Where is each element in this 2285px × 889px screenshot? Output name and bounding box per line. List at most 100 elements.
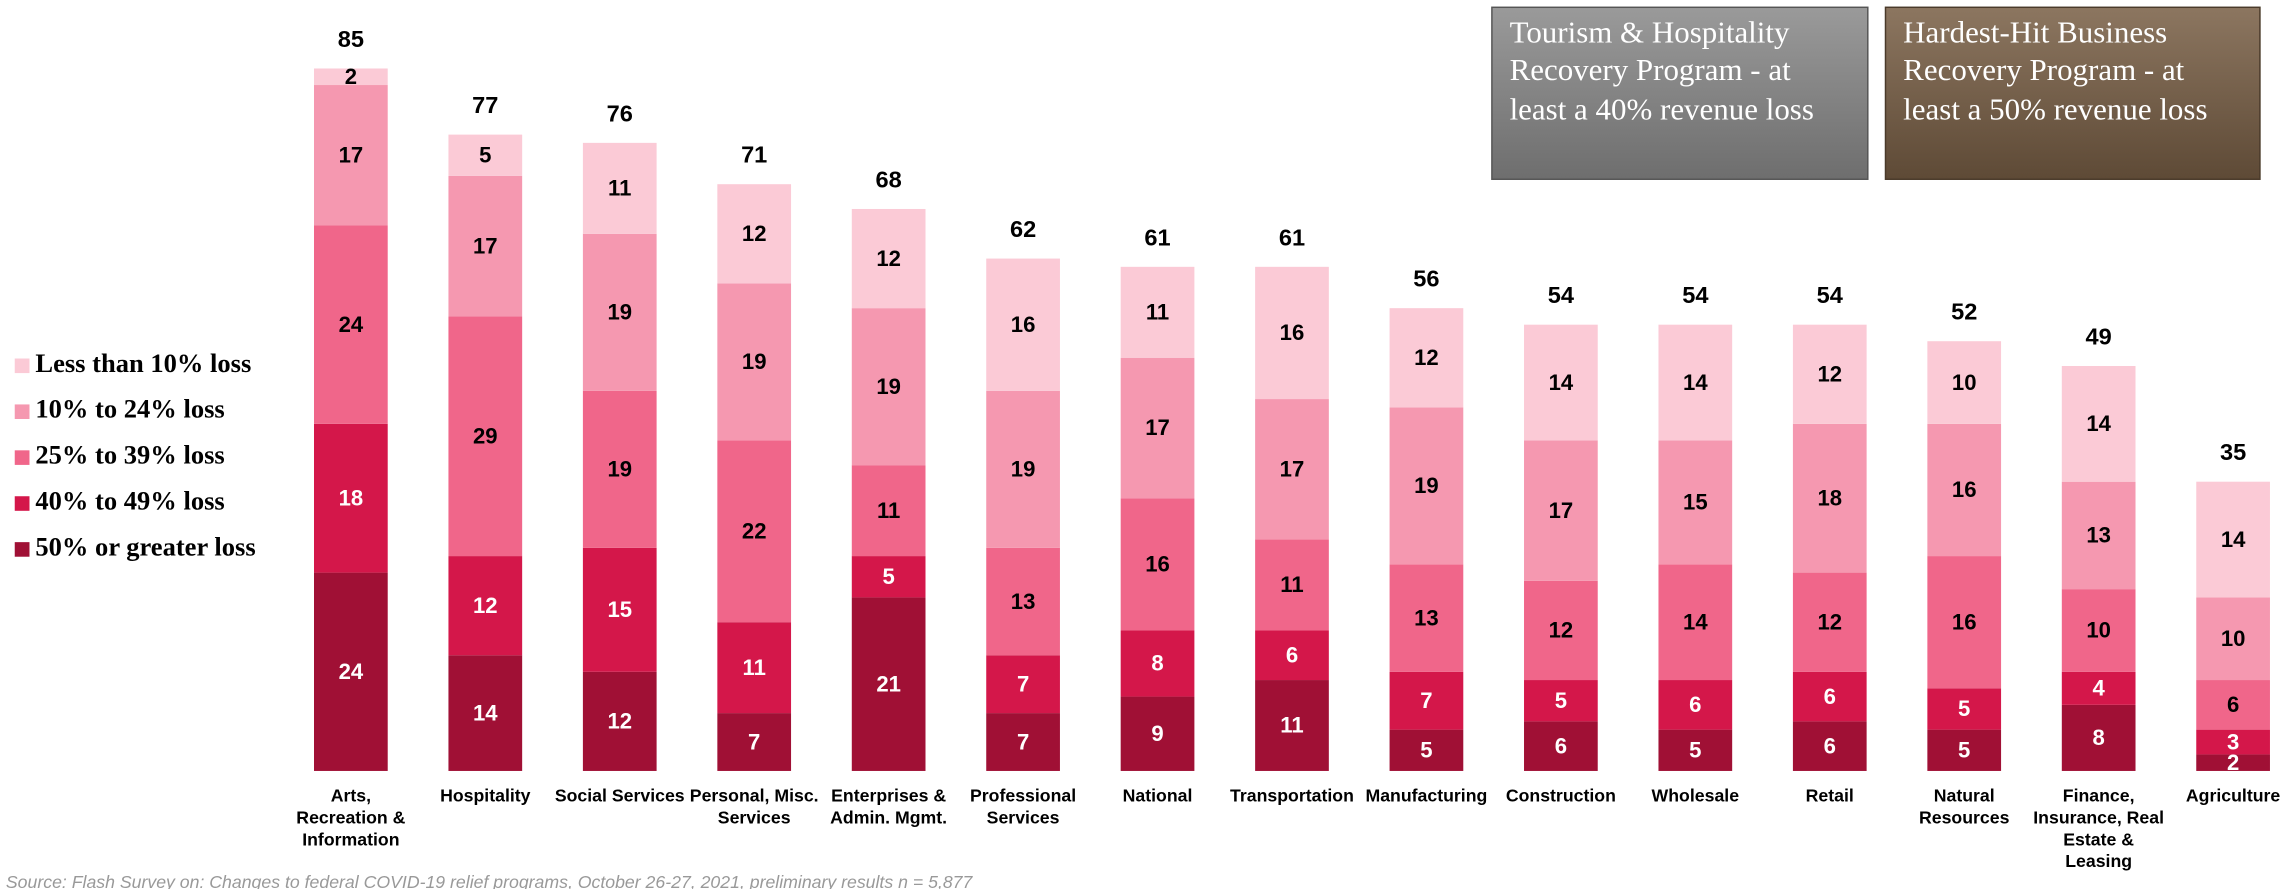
total-label: 61 xyxy=(1279,224,1305,250)
data-label: 5 xyxy=(882,564,894,589)
x-tick-label: Wholesale xyxy=(1651,785,1740,806)
source: Source: Flash Survey on: Changes to fede… xyxy=(6,872,974,889)
bar-segment xyxy=(851,208,926,309)
data-label: 14 xyxy=(2221,527,2246,552)
bar-segment xyxy=(1524,440,1598,581)
bar-segment xyxy=(582,390,657,548)
data-label: 12 xyxy=(1817,610,1842,635)
category-text: National xyxy=(1122,785,1193,806)
bar-segment xyxy=(2196,680,2270,730)
bar-segment xyxy=(1792,423,1867,573)
data-label: 22 xyxy=(742,519,767,544)
data-label: 13 xyxy=(2086,523,2111,548)
bar-segment xyxy=(1255,539,1329,631)
bar-segment xyxy=(582,547,657,672)
data-label: 19 xyxy=(1011,457,1036,482)
data-label: 10 xyxy=(2086,618,2111,643)
bar-segment xyxy=(986,713,1060,771)
total-label: 54 xyxy=(1682,282,1708,308)
bar-segment xyxy=(851,556,926,598)
data-label: 7 xyxy=(748,729,760,754)
category-text: Wholesale xyxy=(1651,785,1740,806)
x-tick-label: Manufacturing xyxy=(1365,785,1488,806)
x-tick-label: Professional Services xyxy=(970,786,1076,828)
bar-segment xyxy=(582,233,657,391)
bar-segment xyxy=(314,572,388,771)
legend-label: 10% to 24% loss xyxy=(35,394,224,424)
total-label: 76 xyxy=(607,100,633,126)
data-label: 13 xyxy=(1414,605,1439,630)
data-label: 6 xyxy=(1824,684,1836,709)
bar-segment xyxy=(717,713,792,771)
bar-segment xyxy=(1792,324,1867,424)
bar-segment xyxy=(1927,341,2002,424)
legend-label: 50% or greater loss xyxy=(35,532,255,562)
bar-segment xyxy=(1658,440,1733,565)
data-label: 11 xyxy=(1280,713,1303,738)
bar-segment xyxy=(1389,564,1464,672)
data-label: 6 xyxy=(2227,692,2239,717)
data-label: 10 xyxy=(1952,370,1977,395)
category-text: Personal, Misc. Services xyxy=(689,785,819,828)
x-tick-label: Enterprises & Admin. Mgmt. xyxy=(830,786,947,828)
data-label: 12 xyxy=(607,709,632,734)
bar-segment xyxy=(2061,366,2136,482)
bar-segment xyxy=(717,283,792,441)
bar-segment xyxy=(314,423,388,573)
data-label: 5 xyxy=(479,143,491,168)
bar-segment xyxy=(1120,696,1195,771)
legend-swatch xyxy=(14,542,30,557)
category-text: Construction xyxy=(1505,785,1616,806)
bar-segment xyxy=(2061,671,2136,705)
bar-segment xyxy=(448,316,523,557)
data-label: 5 xyxy=(1420,738,1432,763)
data-label: 6 xyxy=(1689,692,1701,717)
x-tick-label: Arts, Recreation & Information xyxy=(296,785,406,850)
category-text: Natural Resources xyxy=(1918,785,2010,828)
x-tick-label: Social Services xyxy=(555,786,685,806)
data-label: 19 xyxy=(607,457,632,482)
bar-segment xyxy=(986,547,1060,656)
bar-segment xyxy=(2196,729,2270,755)
category-text: Manufacturing xyxy=(1365,785,1488,806)
data-label: 7 xyxy=(1017,672,1029,697)
data-label: 14 xyxy=(1683,370,1708,395)
annotation-box xyxy=(1491,6,1869,180)
data-label: 15 xyxy=(607,597,632,622)
data-label: 5 xyxy=(1555,688,1567,713)
data-label: 14 xyxy=(1549,370,1574,395)
bar-segment xyxy=(2061,704,2136,771)
data-label: 13 xyxy=(1011,589,1036,614)
data-label: 12 xyxy=(473,593,498,618)
bar-segment xyxy=(1658,324,1733,441)
legend-label: 40% to 49% loss xyxy=(35,486,224,516)
data-label: 14 xyxy=(473,700,498,725)
legend-swatch xyxy=(14,450,30,465)
data-label: 17 xyxy=(339,143,364,168)
data-label: 16 xyxy=(1952,610,1977,635)
bar-segment xyxy=(1658,680,1733,730)
data-label: 2 xyxy=(2227,750,2239,775)
bar-segment xyxy=(2196,597,2270,681)
data-label: 24 xyxy=(339,659,364,684)
bar-segment xyxy=(1255,399,1329,540)
x-tick-label: National xyxy=(1122,785,1193,806)
data-label: 3 xyxy=(2227,729,2239,754)
bar-segment xyxy=(1927,556,2002,689)
total-label: 68 xyxy=(876,167,902,193)
bar-segment xyxy=(1524,580,1598,681)
category-text: Agriculture xyxy=(2185,785,2281,806)
category-text: Arts, Recreation & Information xyxy=(296,785,406,850)
data-label: 8 xyxy=(1151,651,1163,676)
bar-segment xyxy=(851,465,926,557)
bar-segment xyxy=(1389,729,1464,771)
data-label: 19 xyxy=(607,300,632,325)
total-label: 49 xyxy=(2086,324,2112,350)
data-label: 19 xyxy=(876,374,901,399)
data-label: 19 xyxy=(1414,473,1439,498)
bar-segment xyxy=(717,440,792,623)
bar-segment xyxy=(717,622,792,714)
category-text: Hospitality xyxy=(440,785,531,806)
bar-segment xyxy=(1120,266,1195,358)
x-tick-label: Transportation xyxy=(1230,786,1354,806)
